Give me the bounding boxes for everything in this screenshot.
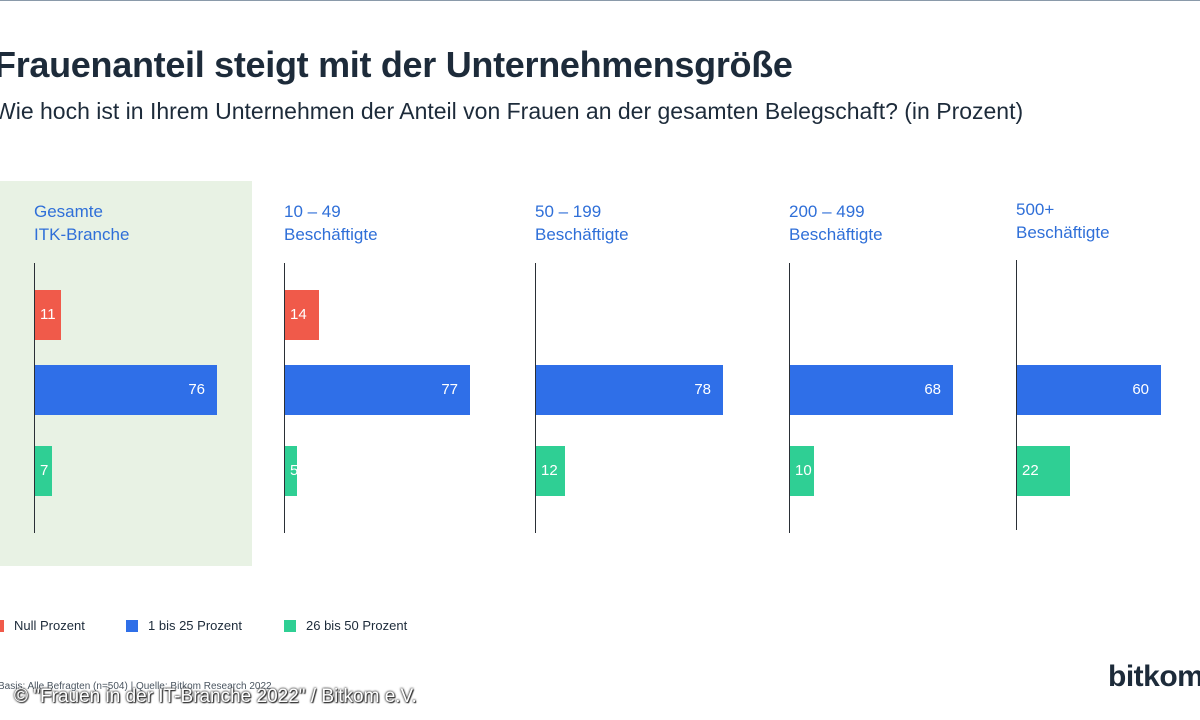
bar-value-label-low-4: 60	[1132, 381, 1149, 398]
bar-low-0	[35, 365, 217, 415]
bar-value-label-null-0: 11	[40, 306, 56, 323]
chart-subtitle: Wie hoch ist in Ihrem Unternehmen der An…	[0, 98, 1024, 124]
bar-mid-1	[285, 446, 297, 496]
legend-label-low: 1 bis 25 Prozent	[148, 618, 242, 633]
group-label-line-2: Beschäftigte	[284, 225, 378, 244]
bar-low-4	[1017, 365, 1161, 415]
axis-line-1	[284, 263, 285, 533]
axis-line-2	[535, 263, 536, 533]
bar-value-label-low-0: 76	[188, 381, 205, 398]
bar-low-3	[790, 365, 953, 415]
bar-null-0	[35, 290, 61, 340]
group-label-line-2: Beschäftigte	[789, 225, 883, 244]
copyright-watermark: © "Frauen in der IT-Branche 2022" / Bitk…	[14, 686, 417, 707]
bar-mid-4	[1017, 446, 1070, 496]
bitkom-logo: bitkom	[1108, 660, 1200, 693]
group-label-4: 500+ Beschäftigte	[1016, 198, 1110, 244]
axis-line-4	[1016, 260, 1017, 530]
legend-swatch-mid	[284, 620, 296, 632]
bar-value-label-mid-1: 5	[290, 462, 299, 479]
group-label-0: Gesamte ITK-Branche	[34, 200, 129, 246]
group-label-line-1: 200 – 499	[789, 202, 865, 221]
bar-value-label-mid-3: 10	[795, 462, 812, 479]
chart-title: Frauenanteil steigt mit der Unternehmens…	[0, 44, 793, 85]
group-label-line-1: 50 – 199	[535, 202, 602, 221]
bar-value-label-low-1: 77	[441, 381, 458, 398]
bar-value-label-null-1: 14	[290, 306, 307, 323]
legend-label-mid: 26 bis 50 Prozent	[306, 618, 408, 633]
top-divider	[0, 0, 1200, 1]
group-label-line-1: Gesamte	[34, 202, 103, 221]
bar-value-label-mid-0: 7	[40, 462, 49, 479]
group-label-line-2: Beschäftigte	[1016, 223, 1110, 242]
bar-mid-0	[35, 446, 52, 496]
bar-low-2	[536, 365, 723, 415]
bar-null-1	[285, 290, 319, 340]
group-label-line-1: 500+	[1016, 200, 1055, 219]
group-label-3: 200 – 499 Beschäftigte	[789, 200, 883, 246]
group-label-line-2: Beschäftigte	[535, 225, 629, 244]
bar-mid-3	[790, 446, 814, 496]
legend-swatch-null	[0, 620, 4, 632]
legend-swatch-low	[126, 620, 138, 632]
bar-value-label-mid-4: 22	[1022, 462, 1039, 479]
source-note: Basis: Alle Befragten (n=504) | Quelle: …	[0, 681, 272, 692]
bar-value-label-low-2: 78	[694, 381, 711, 398]
group-label-line-2: ITK-Branche	[34, 225, 130, 244]
group-label-1: 10 – 49 Beschäftigte	[284, 200, 378, 246]
bar-value-label-low-3: 68	[924, 381, 941, 398]
bar-mid-2	[536, 446, 565, 496]
legend-label-null: Null Prozent	[14, 618, 85, 633]
bar-value-label-mid-2: 12	[541, 462, 558, 479]
axis-line-3	[789, 263, 790, 533]
group-label-line-1: 10 – 49	[284, 202, 341, 221]
axis-line-0	[34, 263, 35, 533]
group-label-2: 50 – 199 Beschäftigte	[535, 200, 629, 246]
bar-low-1	[285, 365, 470, 415]
